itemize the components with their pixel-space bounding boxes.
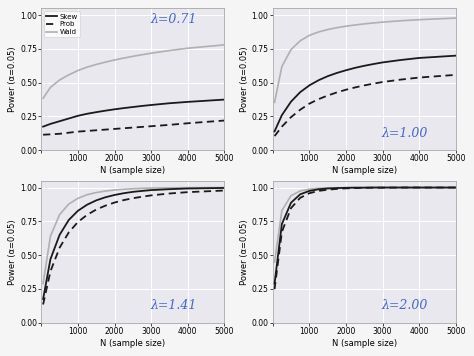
Y-axis label: Power (α=0.05): Power (α=0.05) [9,47,18,112]
X-axis label: N (sample size): N (sample size) [100,166,165,175]
Y-axis label: Power (α=0.05): Power (α=0.05) [240,219,249,284]
X-axis label: N (sample size): N (sample size) [332,339,397,348]
X-axis label: N (sample size): N (sample size) [332,166,397,175]
Text: λ=0.71: λ=0.71 [150,13,196,26]
Y-axis label: Power (α=0.05): Power (α=0.05) [240,47,249,112]
Text: λ=1.00: λ=1.00 [382,127,428,140]
Legend: Skew, Prob, Wald: Skew, Prob, Wald [44,11,81,37]
Text: λ=2.00: λ=2.00 [382,299,428,312]
Text: λ=1.41: λ=1.41 [150,299,196,312]
Y-axis label: Power (α=0.05): Power (α=0.05) [9,219,18,284]
X-axis label: N (sample size): N (sample size) [100,339,165,348]
